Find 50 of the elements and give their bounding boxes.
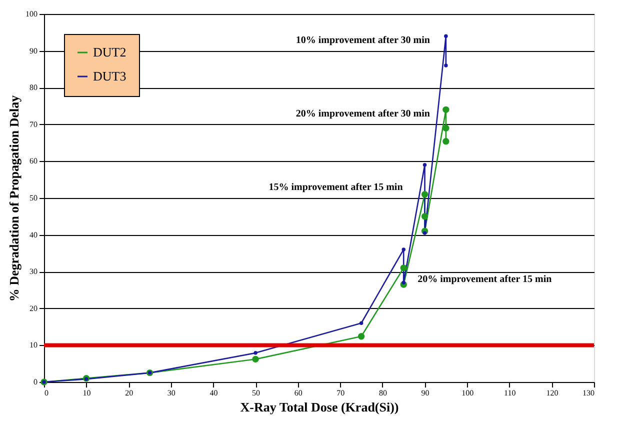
x-tick-label: 10 bbox=[82, 388, 91, 398]
point bbox=[400, 264, 407, 272]
legend-label: DUT3 bbox=[93, 68, 126, 84]
x-tick-label: 70 bbox=[336, 388, 345, 398]
y-tick-label: 20 bbox=[30, 304, 38, 313]
point bbox=[444, 64, 448, 68]
legend-label: DUT2 bbox=[93, 44, 126, 60]
point bbox=[84, 377, 88, 381]
y-tick-label: 80 bbox=[30, 83, 38, 92]
x-tick-label: 120 bbox=[546, 388, 558, 398]
x-tick-label: 130 bbox=[582, 388, 594, 398]
y-tick-label: 100 bbox=[26, 10, 38, 18]
x-tick-label: 20 bbox=[125, 388, 134, 398]
y-tick-label: 40 bbox=[30, 230, 38, 240]
point bbox=[421, 190, 428, 198]
point bbox=[442, 124, 450, 132]
point bbox=[402, 248, 406, 252]
point bbox=[358, 333, 365, 340]
y-tick-label: 60 bbox=[30, 156, 38, 166]
y-tick-label: 10 bbox=[30, 340, 38, 350]
point bbox=[444, 34, 448, 38]
y-tick-label: 30 bbox=[30, 267, 38, 276]
point bbox=[359, 321, 364, 325]
point bbox=[422, 231, 427, 235]
point bbox=[422, 163, 427, 167]
x-axis-title: X-Ray Total Dose (Krad(Si)) bbox=[240, 400, 399, 414]
x-tick-label: 0 bbox=[44, 388, 48, 398]
annotation: 20% improvement after 15 min bbox=[418, 274, 552, 285]
point bbox=[421, 213, 428, 220]
x-tick-label: 80 bbox=[378, 388, 387, 398]
x-tick-label: 40 bbox=[210, 388, 218, 398]
y-axis-title: % Degradation of Propagation Delay bbox=[6, 94, 22, 302]
annotation: 15% improvement after 15 min bbox=[268, 182, 404, 193]
point bbox=[442, 106, 450, 114]
point bbox=[442, 138, 450, 145]
x-tick-label: 60 bbox=[294, 388, 302, 398]
y-tick-label: 70 bbox=[30, 120, 38, 129]
x-tick-label: 100 bbox=[462, 388, 474, 398]
annotation: 10% improvement after 30 min bbox=[296, 34, 430, 46]
point bbox=[402, 280, 406, 285]
x-tick-label: 50 bbox=[252, 388, 260, 398]
x-tick-label: 90 bbox=[421, 388, 430, 398]
y-tick-label: 90 bbox=[30, 46, 38, 56]
y-tick-label: 50 bbox=[30, 194, 38, 202]
y-tick-label: 0 bbox=[34, 378, 38, 386]
point bbox=[254, 351, 258, 355]
x-tick-label: 110 bbox=[504, 388, 516, 398]
point bbox=[252, 356, 259, 363]
x-tick-label: 30 bbox=[167, 388, 176, 398]
annotation: 20% improvement after 30 min bbox=[296, 108, 430, 120]
